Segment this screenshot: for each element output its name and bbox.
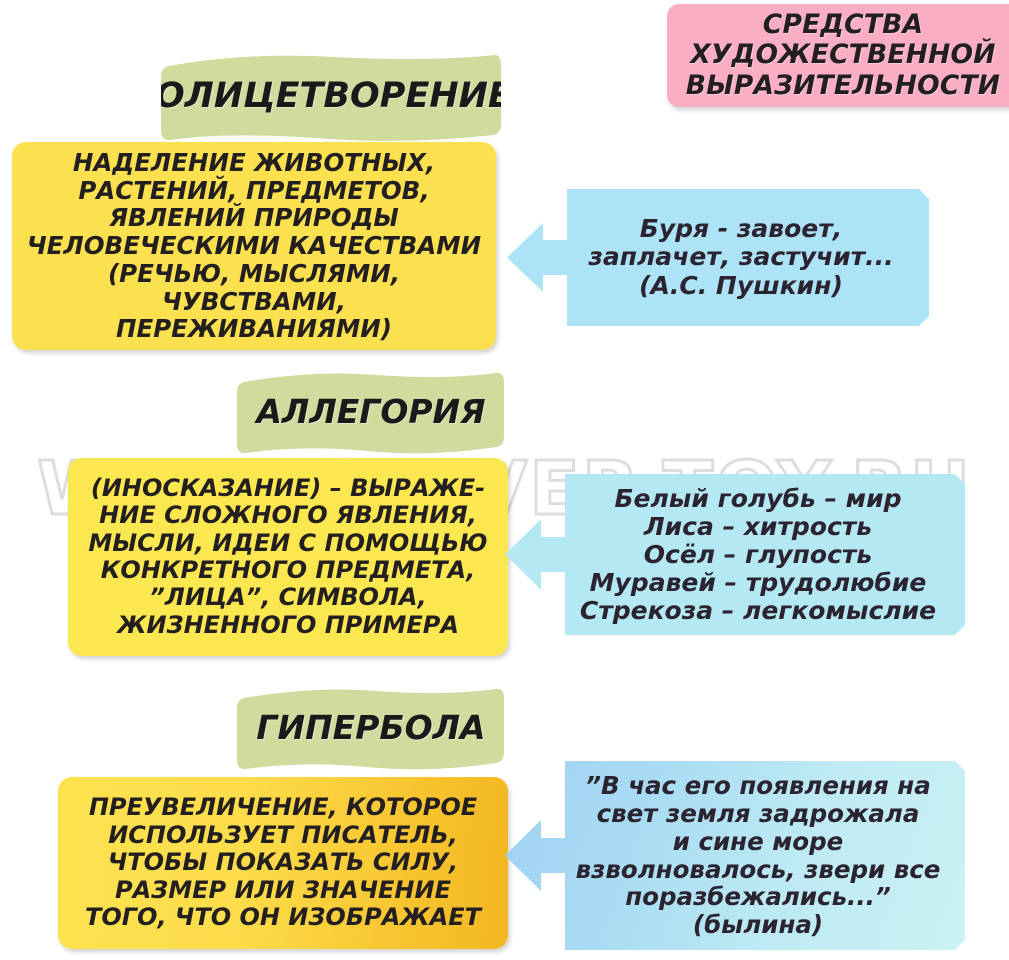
definition-text-allegory: (ИНОСКАЗАНИЕ) – ВЫРАЖЕ- НИЕ СЛОЖНОГО ЯВЛ… xyxy=(88,473,488,639)
definition-card-allegory: (ИНОСКАЗАНИЕ) – ВЫРАЖЕ- НИЕ СЛОЖНОГО ЯВЛ… xyxy=(68,458,508,656)
term-banner-personification: ОЛИЦЕТВОРЕНИЕ xyxy=(155,48,507,146)
example-card-hyperbole: ”В час его появления на свет земля задро… xyxy=(505,761,965,950)
term-label-personification: ОЛИЦЕТВОРЕНИЕ xyxy=(155,76,512,116)
page-title: СРЕДСТВА ХУДОЖЕСТВЕННОЙ ВЫРАЗИТЕЛЬНОСТИ xyxy=(685,8,1001,101)
definition-card-personification: НАДЕЛЕНИЕ ЖИВОТНЫХ, РАСТЕНИЙ, ПРЕДМЕТОВ,… xyxy=(12,142,496,350)
definition-card-hyperbole: ПРЕУВЕЛИЧЕНИЕ, КОТОРОЕ ИСПОЛЬЗУЕТ ПИСАТЕ… xyxy=(58,777,508,949)
example-text-hyperbole: ”В час его появления на свет земля задро… xyxy=(575,770,941,940)
example-card-allegory: Белый голубь – мир Лиса – хитрость Осёл … xyxy=(505,474,965,635)
example-text-personification: Буря - завоет, заплачет, застучит... (А.… xyxy=(588,214,894,300)
term-banner-hyperbole: ГИПЕРБОЛА xyxy=(232,682,510,774)
example-card-personification: Буря - завоет, заплачет, застучит... (А.… xyxy=(507,189,929,326)
term-banner-allegory: АЛЛЕГОРИЯ xyxy=(232,366,510,458)
definition-text-hyperbole: ПРЕУВЕЛИЧЕНИЕ, КОТОРОЕ ИСПОЛЬЗУЕТ ПИСАТЕ… xyxy=(84,793,482,932)
term-label-allegory: АЛЛЕГОРИЯ xyxy=(256,391,486,431)
term-label-hyperbole: ГИПЕРБОЛА xyxy=(256,707,486,747)
poster-title-card: СРЕДСТВА ХУДОЖЕСТВЕННОЙ ВЫРАЗИТЕЛЬНОСТИ xyxy=(667,4,1009,107)
definition-text-personification: НАДЕЛЕНИЕ ЖИВОТНЫХ, РАСТЕНИЙ, ПРЕДМЕТОВ,… xyxy=(26,148,482,344)
example-text-allegory: Белый голубь – мир Лиса – хитрость Осёл … xyxy=(579,483,937,625)
